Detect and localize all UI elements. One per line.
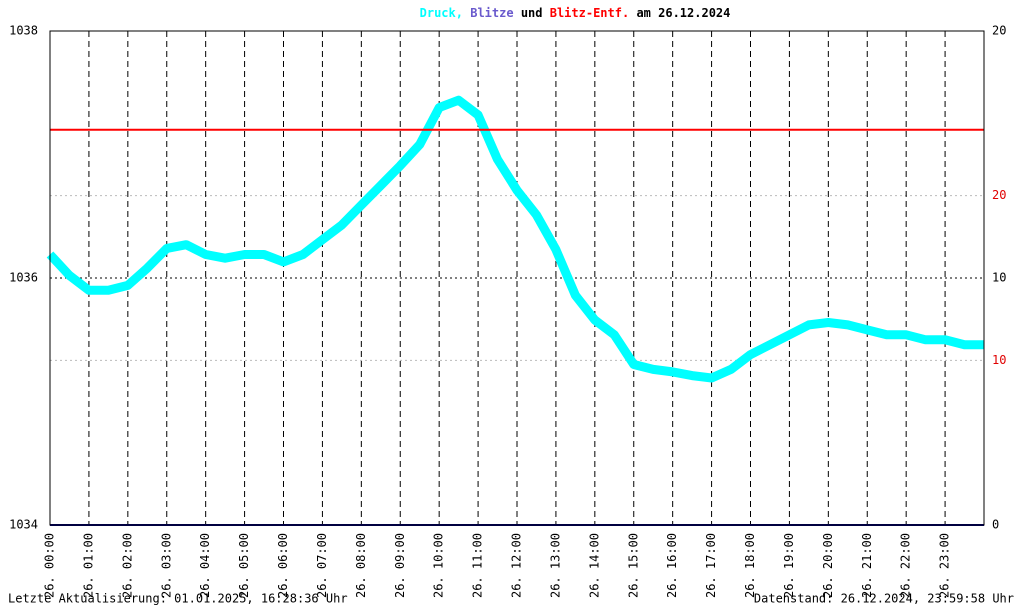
x-tick-label: 26. 07:00	[315, 533, 329, 598]
y3-tick-label: 20	[992, 188, 1006, 202]
footer-left: Letzte Aktualisierung: 01.01.2025, 16:28…	[8, 592, 348, 606]
x-tick-label: 26. 22:00	[899, 533, 913, 598]
x-tick-label: 26. 15:00	[626, 533, 640, 598]
y3-tick-label: 10	[992, 353, 1006, 367]
title-text: und	[521, 6, 543, 20]
x-tick-label: 26. 12:00	[510, 533, 524, 598]
y2-tick-label: 20	[992, 24, 1006, 38]
x-tick-label: 26. 04:00	[198, 533, 212, 598]
x-tick-label: 26. 11:00	[471, 533, 485, 598]
x-tick-label: 26. 19:00	[782, 533, 796, 598]
x-tick-label: 26. 17:00	[704, 533, 718, 598]
legend-entry: Blitze	[470, 6, 513, 20]
legend-entry: Blitz-Entf.	[550, 6, 629, 20]
x-tick-label: 26. 23:00	[938, 533, 952, 598]
x-tick-label: 26. 08:00	[354, 533, 368, 598]
y2-tick-label: 0	[992, 518, 999, 532]
y-tick-label: 1034	[9, 518, 38, 532]
x-tick-label: 26. 14:00	[587, 533, 601, 598]
y-tick-label: 1036	[9, 271, 38, 285]
x-tick-label: 26. 01:00	[81, 533, 95, 598]
x-tick-label: 26. 02:00	[120, 533, 134, 598]
line-series	[46, 95, 984, 383]
x-tick-label: 26. 10:00	[432, 533, 446, 598]
x-tick-label: 26. 13:00	[548, 533, 562, 598]
title-text: am 26.12.2024	[636, 6, 730, 20]
x-tick-label: 26. 16:00	[665, 533, 679, 598]
footer-right: Datenstand: 26.12.2024, 23:59:58 Uhr	[754, 592, 1014, 606]
x-tick-label: 26. 05:00	[237, 533, 251, 598]
x-tick-label: 26. 18:00	[743, 533, 757, 598]
chart-title: Druck, Blitze und Blitz-Entf. am 26.12.2…	[420, 6, 731, 20]
x-tick-label: 26. 09:00	[393, 533, 407, 598]
y2-tick-label: 10	[992, 271, 1006, 285]
x-tick-label: 26. 00:00	[43, 533, 57, 598]
x-tick-label: 26. 06:00	[276, 533, 290, 598]
x-tick-label: 26. 20:00	[821, 533, 835, 598]
y-tick-label: 1038	[9, 24, 38, 38]
plot-frame	[49, 30, 985, 526]
x-tick-label: 26. 21:00	[860, 533, 874, 598]
x-tick-label: 26. 03:00	[159, 533, 173, 598]
legend-entry: Druck,	[420, 6, 463, 20]
